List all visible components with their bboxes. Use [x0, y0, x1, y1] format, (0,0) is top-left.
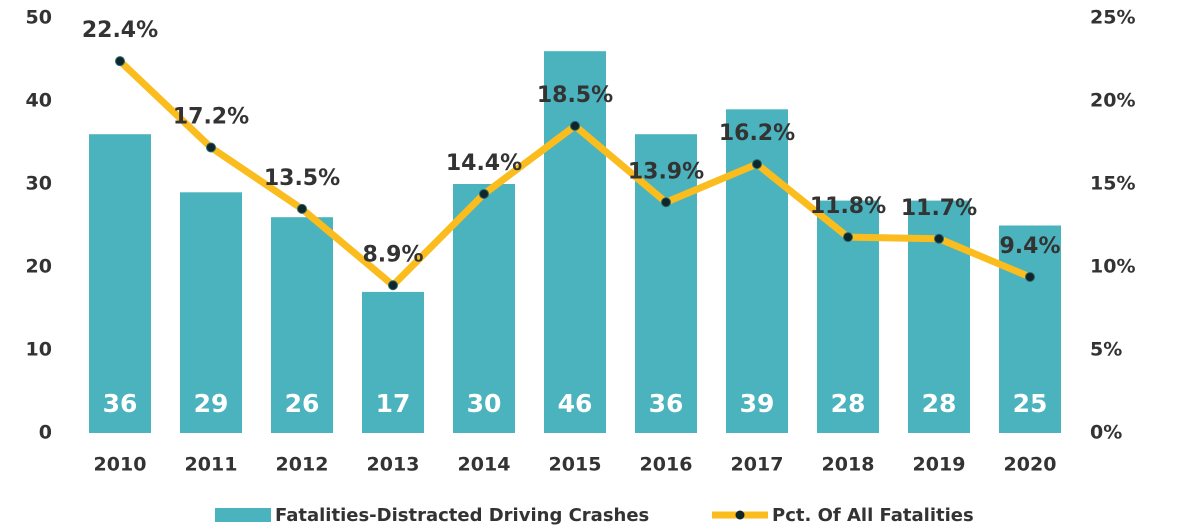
- x-tick-label: 2015: [549, 454, 602, 476]
- bar-label: 25: [1013, 389, 1048, 418]
- line-marker: [1025, 271, 1035, 282]
- line-marker: [752, 159, 762, 170]
- x-tick-label: 2018: [822, 454, 875, 476]
- line-marker: [479, 188, 489, 199]
- y2-tick-label: 15%: [1090, 173, 1135, 195]
- line-marker: [661, 197, 671, 208]
- y2-tick-label: 5%: [1090, 339, 1122, 361]
- x-tick-label: 2014: [458, 454, 511, 476]
- line-label: 11.7%: [901, 196, 977, 221]
- x-tick-label: 2017: [731, 454, 784, 476]
- line-marker: [297, 203, 307, 214]
- line-label: 11.8%: [810, 194, 886, 219]
- line-marker: [934, 233, 944, 244]
- y-tick-label: 0: [39, 422, 52, 444]
- legend-swatch: [215, 508, 271, 522]
- bar: [89, 134, 151, 433]
- x-tick-label: 2012: [276, 454, 329, 476]
- y2-tick-label: 25%: [1090, 7, 1135, 29]
- line-marker: [206, 142, 216, 153]
- x-tick-label: 2010: [94, 454, 147, 476]
- bar-label: 29: [194, 389, 229, 418]
- y2-tick-label: 10%: [1090, 256, 1135, 278]
- line-marker: [388, 280, 398, 291]
- bar-label: 46: [558, 389, 593, 418]
- bar-label: 28: [831, 389, 866, 418]
- line-label: 13.5%: [264, 166, 340, 191]
- legend-label: Pct. Of All Fatalities: [772, 505, 974, 526]
- line-label: 13.9%: [628, 159, 704, 184]
- y-tick-label: 30: [26, 173, 52, 195]
- bar-label: 30: [467, 389, 502, 418]
- legend-marker: [735, 510, 745, 520]
- bar: [180, 192, 242, 433]
- y-tick-label: 20: [26, 256, 52, 278]
- bar-label: 36: [649, 389, 684, 418]
- y-tick-label: 50: [26, 7, 52, 29]
- bar: [726, 109, 788, 434]
- x-tick-label: 2020: [1004, 454, 1057, 476]
- x-tick-label: 2019: [913, 454, 966, 476]
- y2-tick-label: 20%: [1090, 90, 1135, 112]
- line-label: 9.4%: [999, 234, 1060, 259]
- line-label: 18.5%: [537, 83, 613, 108]
- bar: [453, 184, 515, 433]
- bar-label: 17: [376, 389, 411, 418]
- y-tick-label: 10: [26, 339, 52, 361]
- line-label: 22.4%: [82, 18, 158, 43]
- line-marker: [843, 232, 853, 243]
- line-label: 14.4%: [446, 151, 522, 176]
- bar-label: 36: [103, 389, 138, 418]
- line-label: 16.2%: [719, 121, 795, 146]
- line-marker: [570, 120, 580, 131]
- line-label: 8.9%: [362, 242, 423, 267]
- legend-label: Fatalities-Distracted Driving Crashes: [275, 505, 649, 526]
- line-label: 17.2%: [173, 104, 249, 129]
- x-tick-label: 2011: [185, 454, 238, 476]
- bar-label: 28: [922, 389, 957, 418]
- bar: [362, 291, 424, 433]
- line-marker: [115, 56, 125, 67]
- bar-label: 26: [285, 389, 320, 418]
- y2-tick-label: 0%: [1090, 422, 1122, 444]
- bar: [999, 225, 1061, 433]
- x-tick-label: 2016: [640, 454, 693, 476]
- bar-label: 39: [740, 389, 775, 418]
- bar: [544, 51, 606, 433]
- x-tick-label: 2013: [367, 454, 420, 476]
- y-tick-label: 40: [26, 90, 52, 112]
- bar: [271, 217, 333, 433]
